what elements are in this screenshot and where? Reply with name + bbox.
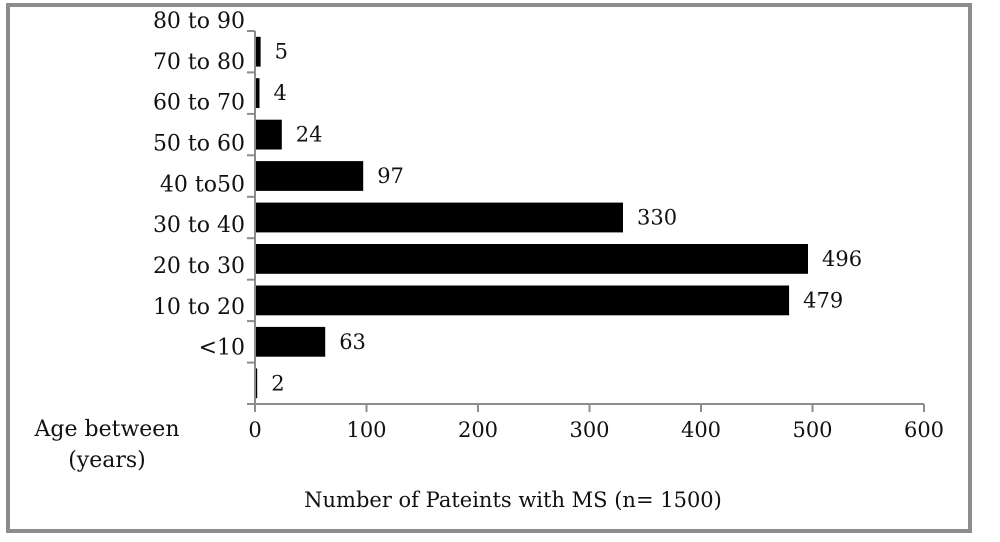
x-tick-label-5: 500: [792, 418, 832, 442]
y-axis-title-line1: Age between: [34, 417, 180, 442]
bar-4: [255, 202, 623, 233]
x-tick-label-0: 0: [248, 418, 261, 442]
bar-3: [255, 244, 808, 274]
category-label-6: 60 to 70: [153, 91, 245, 116]
data-label-6: 24: [296, 123, 323, 147]
bar-1: [255, 326, 326, 357]
data-label-0: 2: [271, 371, 284, 395]
x-tick-label-4: 400: [681, 418, 721, 442]
data-label-3: 496: [822, 247, 862, 271]
data-label-7: 4: [274, 81, 287, 105]
category-label-3: 30 to 40: [153, 213, 245, 238]
category-label-8: 80 to 90: [153, 9, 245, 34]
category-label-2: 20 to 30: [153, 254, 245, 279]
bar-2: [255, 285, 790, 316]
data-label-2: 479: [803, 288, 843, 312]
bar-5: [255, 161, 364, 191]
axes-group: [247, 30, 925, 412]
x-tick-label-3: 300: [569, 418, 609, 442]
bar-6: [255, 119, 282, 150]
data-labels-group: 2 63 479 496 330 97 24 4 5: [271, 40, 862, 396]
data-label-1: 63: [339, 330, 366, 354]
category-label-7: 70 to 80: [153, 50, 245, 75]
x-tick-label-6: 600: [904, 418, 944, 442]
category-label-5: 50 to 60: [153, 132, 245, 157]
bar-8: [255, 36, 261, 67]
x-axis-title: Number of Pateints with MS (n= 1500): [304, 488, 722, 512]
bars-group: [255, 36, 808, 399]
category-label-0: <10: [199, 336, 245, 361]
category-label-1: 10 to 20: [153, 295, 245, 320]
data-label-5: 97: [377, 164, 404, 188]
category-labels-group: <10 10 to 20 20 to 30 30 to 40 40 to50 50 to …: [153, 9, 245, 361]
data-label-8: 5: [275, 40, 288, 64]
x-tick-label-1: 100: [346, 418, 386, 442]
data-label-4: 330: [637, 206, 677, 230]
bar-0: [255, 368, 258, 399]
x-ticks-group: 0 100 200 300 400 500 600: [248, 418, 944, 442]
x-tick-label-2: 200: [458, 418, 498, 442]
y-axis-title-line2: (years): [68, 448, 146, 473]
bar-7: [255, 78, 260, 108]
category-label-4: 40 to50: [160, 172, 245, 197]
